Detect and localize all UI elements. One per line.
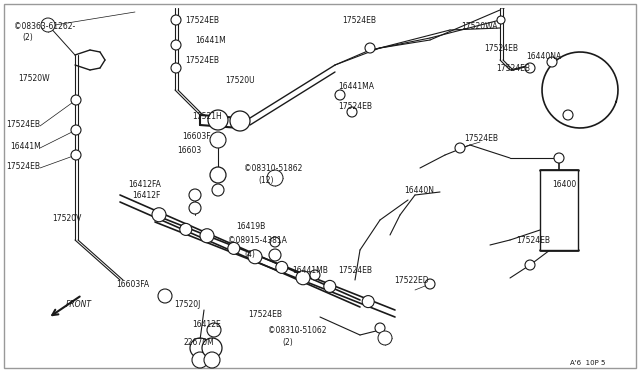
Circle shape xyxy=(296,271,310,285)
Circle shape xyxy=(228,243,240,254)
Text: 22670M: 22670M xyxy=(184,338,215,347)
Text: 17520J: 17520J xyxy=(174,300,200,309)
Text: 17522ED: 17522ED xyxy=(394,276,429,285)
Circle shape xyxy=(455,143,465,153)
Circle shape xyxy=(362,296,374,308)
Circle shape xyxy=(208,110,228,130)
Circle shape xyxy=(171,15,181,25)
Text: 17524EB: 17524EB xyxy=(338,102,372,111)
Circle shape xyxy=(71,95,81,105)
Text: 17520WA: 17520WA xyxy=(461,22,497,31)
Circle shape xyxy=(190,338,210,358)
Text: 17524EB: 17524EB xyxy=(6,120,40,129)
Circle shape xyxy=(210,132,226,148)
Text: A'6  10P 5: A'6 10P 5 xyxy=(570,360,605,366)
Text: 16603F: 16603F xyxy=(182,132,211,141)
Circle shape xyxy=(425,279,435,289)
Circle shape xyxy=(171,63,181,73)
Text: 17524EB: 17524EB xyxy=(342,16,376,25)
Circle shape xyxy=(269,249,281,261)
Circle shape xyxy=(41,18,55,32)
Circle shape xyxy=(378,331,392,345)
Text: 17520U: 17520U xyxy=(225,76,255,85)
Circle shape xyxy=(335,90,345,100)
Text: 16440N: 16440N xyxy=(404,186,434,195)
Text: 16603: 16603 xyxy=(177,146,201,155)
Circle shape xyxy=(267,170,283,186)
Text: (2): (2) xyxy=(22,33,33,42)
Text: 16400: 16400 xyxy=(552,180,576,189)
Text: 17524EB: 17524EB xyxy=(484,44,518,53)
Text: 17524EB: 17524EB xyxy=(516,236,550,245)
Text: 16441M: 16441M xyxy=(10,142,41,151)
Circle shape xyxy=(171,40,181,50)
Circle shape xyxy=(189,202,201,214)
Text: 16412F: 16412F xyxy=(132,191,161,200)
Text: (12): (12) xyxy=(258,176,273,185)
Circle shape xyxy=(212,184,224,196)
Circle shape xyxy=(563,110,573,120)
Text: 16412FA: 16412FA xyxy=(128,180,161,189)
Text: 16419B: 16419B xyxy=(236,222,265,231)
Circle shape xyxy=(270,237,280,247)
Circle shape xyxy=(230,111,250,131)
Circle shape xyxy=(525,63,535,73)
Circle shape xyxy=(554,153,564,163)
Circle shape xyxy=(189,189,201,201)
Text: (4): (4) xyxy=(244,250,255,259)
Text: 17524EB: 17524EB xyxy=(338,266,372,275)
Circle shape xyxy=(71,150,81,160)
Text: (2): (2) xyxy=(282,338,292,347)
Text: 17520V: 17520V xyxy=(52,214,81,223)
Circle shape xyxy=(324,280,336,292)
Bar xyxy=(540,170,578,250)
Circle shape xyxy=(192,352,208,368)
Circle shape xyxy=(276,262,288,273)
Text: 17524EB: 17524EB xyxy=(496,64,530,73)
Text: 16441MB: 16441MB xyxy=(292,266,328,275)
Text: 16441M: 16441M xyxy=(195,36,226,45)
Circle shape xyxy=(202,338,222,358)
Text: 16603FA: 16603FA xyxy=(116,280,149,289)
Circle shape xyxy=(180,224,192,235)
Circle shape xyxy=(365,43,375,53)
Text: ©08915-4381A: ©08915-4381A xyxy=(228,236,287,245)
Text: 16441MA: 16441MA xyxy=(338,82,374,91)
Text: 17524EB: 17524EB xyxy=(185,56,219,65)
Text: FRONT: FRONT xyxy=(66,300,92,309)
Text: 16440NA: 16440NA xyxy=(526,52,561,61)
Circle shape xyxy=(310,270,320,280)
Text: 17520W: 17520W xyxy=(18,74,50,83)
Circle shape xyxy=(210,167,226,183)
Circle shape xyxy=(200,229,214,243)
Text: ©08310-51062: ©08310-51062 xyxy=(268,326,326,335)
Circle shape xyxy=(248,250,262,264)
Circle shape xyxy=(152,208,166,222)
Circle shape xyxy=(497,16,505,24)
Text: 17524EB: 17524EB xyxy=(464,134,498,143)
Circle shape xyxy=(547,57,557,67)
Text: 17524EB: 17524EB xyxy=(185,16,219,25)
Circle shape xyxy=(158,289,172,303)
Text: 17524EB: 17524EB xyxy=(248,310,282,319)
Circle shape xyxy=(525,260,535,270)
Text: 16412E: 16412E xyxy=(192,320,221,329)
Text: ©08310-51862: ©08310-51862 xyxy=(244,164,302,173)
Circle shape xyxy=(71,125,81,135)
Circle shape xyxy=(347,107,357,117)
Circle shape xyxy=(375,323,385,333)
Circle shape xyxy=(204,352,220,368)
Circle shape xyxy=(207,323,221,337)
Text: 17524EB: 17524EB xyxy=(6,162,40,171)
Text: 17521H: 17521H xyxy=(192,112,221,121)
Text: ©08363-61262-: ©08363-61262- xyxy=(14,22,76,31)
